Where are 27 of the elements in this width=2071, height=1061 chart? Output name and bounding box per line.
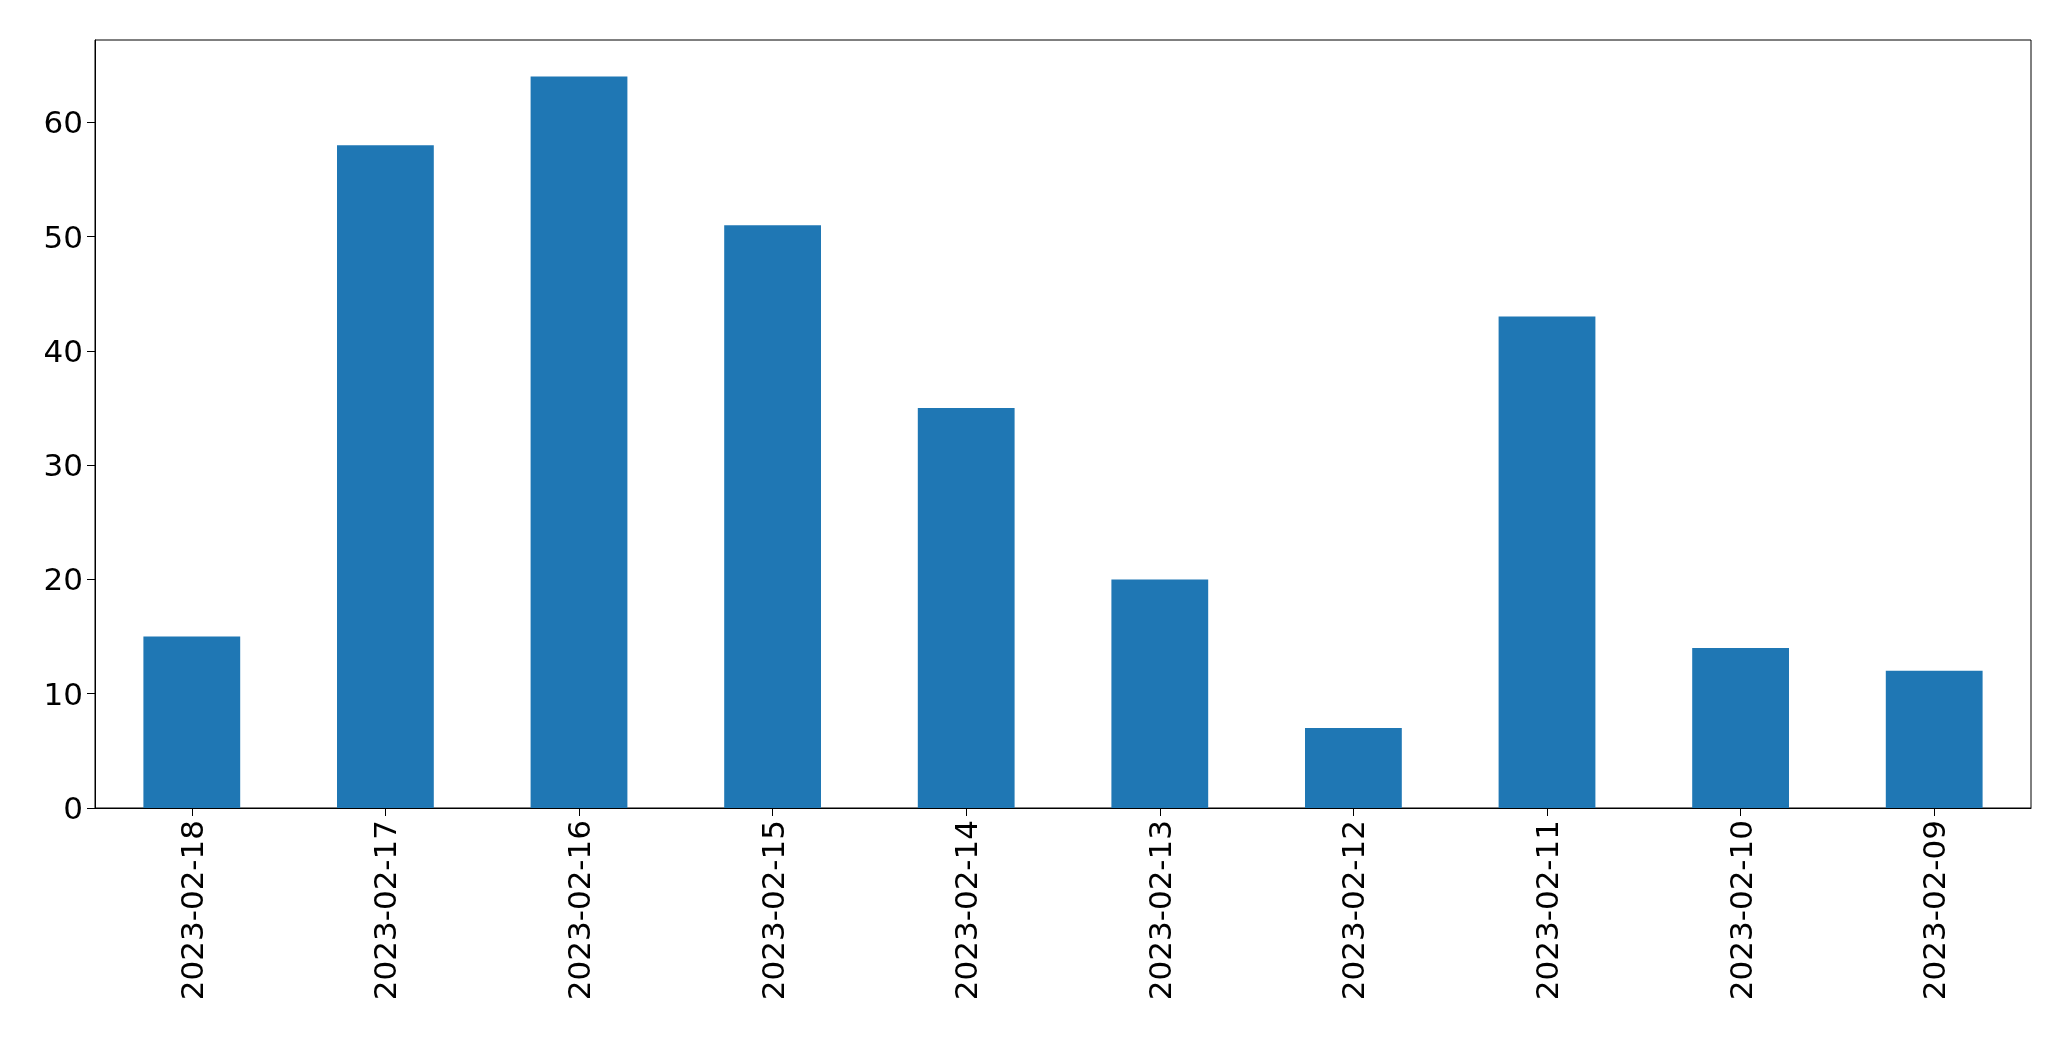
y-tick-label: 10 — [43, 675, 83, 712]
bar — [1885, 670, 1983, 808]
bar — [530, 76, 628, 808]
x-tick-label: 2023-02-16 — [561, 820, 597, 1001]
y-tick-label: 50 — [43, 218, 83, 255]
bar — [1692, 648, 1789, 808]
x-tick-label: 2023-02-11 — [1529, 820, 1565, 1001]
x-tick-label: 2023-02-13 — [1141, 820, 1178, 1001]
y-tick-label: 20 — [43, 561, 83, 598]
x-tick-label: 2023-02-10 — [1722, 820, 1759, 1001]
x-tick-label: 2023-02-15 — [754, 820, 791, 1001]
x-tick-label: 2023-02-14 — [948, 820, 985, 1001]
y-tick-label: 60 — [43, 104, 83, 141]
x-tick-label: 2023-02-09 — [1916, 820, 1953, 1001]
bar — [917, 408, 1015, 808]
bar — [724, 225, 821, 808]
bar — [337, 145, 434, 808]
x-tick-label: 2023-02-18 — [173, 820, 210, 1001]
x-tick-label: 2023-02-12 — [1335, 820, 1372, 1001]
bar — [1111, 579, 1209, 808]
y-tick-label: 0 — [63, 790, 83, 826]
y-tick-label: 40 — [43, 332, 83, 369]
bar — [1498, 316, 1596, 808]
y-tick-label: 30 — [43, 447, 83, 484]
bar — [143, 636, 241, 808]
bar — [1305, 728, 1402, 808]
x-tick-label: 2023-02-17 — [367, 820, 404, 1001]
